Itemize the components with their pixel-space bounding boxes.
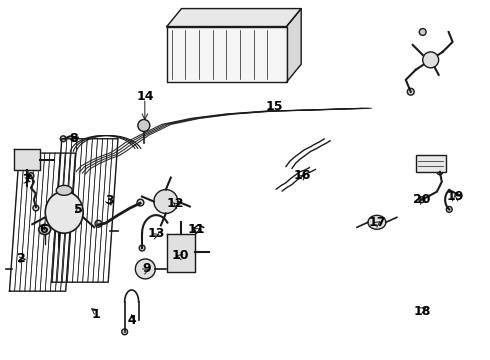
Circle shape: [423, 52, 439, 68]
Text: 11: 11: [187, 223, 205, 236]
Text: 5: 5: [74, 203, 82, 216]
Text: 3: 3: [105, 194, 114, 207]
Circle shape: [437, 169, 443, 175]
Ellipse shape: [368, 215, 386, 229]
Polygon shape: [14, 149, 40, 170]
Text: 8: 8: [70, 132, 78, 145]
Bar: [416, 155, 446, 172]
Circle shape: [446, 207, 452, 212]
Circle shape: [95, 220, 102, 227]
Text: 15: 15: [266, 100, 283, 113]
Text: 7: 7: [22, 173, 30, 186]
Text: 6: 6: [39, 223, 48, 236]
Polygon shape: [52, 139, 118, 282]
Ellipse shape: [45, 192, 83, 233]
Circle shape: [135, 259, 155, 279]
Circle shape: [154, 190, 178, 213]
Text: 14: 14: [136, 90, 153, 103]
Circle shape: [122, 329, 127, 335]
Text: 9: 9: [142, 262, 150, 275]
Text: 17: 17: [368, 216, 386, 229]
Circle shape: [419, 28, 426, 35]
Circle shape: [419, 197, 425, 203]
Ellipse shape: [39, 225, 50, 234]
Text: 20: 20: [413, 193, 431, 206]
Ellipse shape: [56, 185, 72, 195]
Polygon shape: [167, 234, 195, 272]
Circle shape: [60, 136, 66, 142]
Polygon shape: [287, 9, 301, 82]
Text: 10: 10: [172, 249, 189, 262]
Circle shape: [138, 120, 150, 131]
Polygon shape: [167, 9, 301, 27]
Text: 19: 19: [446, 190, 464, 203]
Text: 18: 18: [413, 306, 431, 319]
Text: 16: 16: [294, 169, 311, 182]
Text: 1: 1: [92, 308, 100, 321]
Text: 13: 13: [147, 227, 165, 240]
Circle shape: [137, 199, 144, 206]
Text: 2: 2: [17, 252, 25, 265]
Circle shape: [28, 173, 34, 179]
Circle shape: [139, 245, 145, 251]
Text: 12: 12: [167, 197, 184, 210]
Polygon shape: [9, 153, 75, 291]
Polygon shape: [167, 27, 287, 82]
Text: 4: 4: [127, 314, 136, 327]
Circle shape: [33, 205, 39, 211]
Circle shape: [407, 88, 414, 95]
